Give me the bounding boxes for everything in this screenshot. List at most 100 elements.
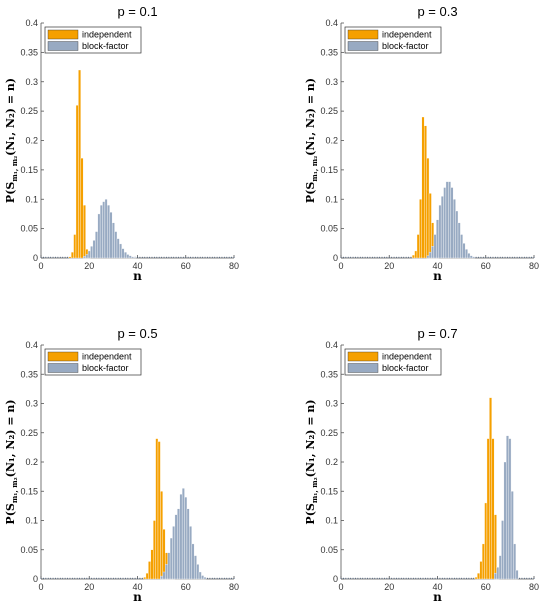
- bar-block-factor: [111, 222, 115, 259]
- baseline-marker: [340, 256, 342, 258]
- bar-block-factor: [181, 488, 185, 580]
- bar-independent: [150, 549, 154, 580]
- baseline-marker: [398, 256, 400, 258]
- baseline-marker: [122, 577, 124, 579]
- baseline-marker: [345, 256, 347, 258]
- baseline-marker: [386, 256, 388, 258]
- bar-block-factor: [201, 575, 205, 580]
- baseline-marker: [86, 577, 88, 579]
- baseline-marker: [180, 256, 182, 258]
- bar-independent: [424, 125, 427, 259]
- baseline-marker: [487, 256, 489, 258]
- bar-block-factor: [450, 187, 454, 259]
- x-axis-label: n: [433, 269, 442, 283]
- x-tick-label: 60: [181, 261, 191, 271]
- y-tick-label: 0.05: [320, 224, 338, 234]
- baseline-marker: [410, 256, 412, 258]
- bar-block-factor: [87, 250, 91, 259]
- y-axis-label-sub: m₁, m₂: [10, 156, 19, 182]
- bar-block-factor: [510, 491, 514, 580]
- bar-block-factor: [92, 240, 96, 259]
- y-tick-label: 0.35: [320, 47, 338, 57]
- baseline-marker: [347, 577, 349, 579]
- bar-block-factor: [506, 435, 509, 580]
- bar-block-factor: [462, 243, 466, 259]
- y-tick-label: 0.2: [25, 136, 38, 146]
- baseline-marker: [376, 256, 378, 258]
- baseline-marker: [64, 577, 66, 579]
- baseline-marker: [461, 577, 463, 579]
- baseline-marker: [417, 577, 419, 579]
- bar-block-factor: [194, 555, 197, 580]
- baseline-marker: [379, 256, 380, 258]
- bar-independent: [426, 157, 430, 259]
- y-axis-label: P(Sm₁, m₂(N₁, N₂) = n): [4, 399, 19, 524]
- baseline-marker: [76, 577, 78, 579]
- y-axis-label-sub: m₁, m₂: [310, 156, 319, 182]
- x-tick-label: 20: [384, 582, 394, 592]
- baseline-marker: [420, 577, 422, 579]
- x-tick-label: 60: [481, 582, 491, 592]
- bar-independent: [73, 234, 77, 259]
- bar-block-factor: [167, 552, 171, 580]
- baseline-marker: [376, 577, 378, 579]
- bar-block-factor: [515, 570, 519, 580]
- baseline-marker: [355, 256, 356, 258]
- baseline-marker: [40, 577, 42, 579]
- baseline-marker: [398, 577, 400, 579]
- baseline-marker: [195, 256, 196, 258]
- bar-block-factor: [133, 257, 137, 259]
- bar-block-factor: [189, 526, 192, 580]
- baseline-marker: [405, 577, 407, 579]
- baseline-marker: [511, 256, 513, 258]
- legend-label-block-factor: block-factor: [82, 363, 129, 373]
- baseline-marker: [408, 577, 409, 579]
- baseline-marker: [69, 577, 71, 579]
- x-tick-label: 80: [529, 261, 539, 271]
- baseline-marker: [153, 256, 155, 258]
- legend-label-block-factor: block-factor: [382, 363, 429, 373]
- baseline-marker: [219, 256, 220, 258]
- baseline-marker: [59, 256, 61, 258]
- baseline-marker: [79, 577, 80, 579]
- bar-block-factor: [508, 438, 512, 580]
- baseline-marker: [214, 256, 216, 258]
- baseline-marker: [482, 256, 484, 258]
- baseline-marker: [132, 577, 134, 579]
- bar-independent: [416, 234, 420, 259]
- baseline-marker: [192, 256, 194, 258]
- bar-block-factor: [184, 496, 188, 580]
- y-tick-label: 0.05: [20, 545, 38, 555]
- legend-swatch-block-factor: [347, 363, 379, 373]
- baseline-marker: [125, 577, 126, 579]
- baseline-marker: [166, 256, 167, 258]
- y-axis-label-main: P(S: [304, 503, 317, 524]
- baseline-marker: [485, 256, 487, 258]
- bar-independent: [494, 514, 497, 580]
- baseline-marker: [207, 256, 208, 258]
- baseline-marker: [175, 256, 177, 258]
- bar-block-factor: [119, 243, 122, 259]
- baseline-marker: [364, 256, 366, 258]
- baseline-marker: [98, 577, 100, 579]
- baseline-marker: [137, 577, 138, 579]
- bar-block-factor: [191, 543, 195, 580]
- baseline-marker: [347, 256, 349, 258]
- baseline-marker: [359, 256, 361, 258]
- baseline-marker: [470, 577, 472, 579]
- baseline-marker: [146, 256, 148, 258]
- bar-block-factor: [179, 493, 183, 580]
- baseline-marker: [110, 577, 112, 579]
- chart-panel-4: p = 0.7 0 0.05 0.1 0.15 0.2 0.25 0.3 0.35 0.4 0 20 4…: [304, 326, 539, 602]
- baseline-marker: [141, 256, 143, 258]
- baseline-marker: [388, 577, 390, 579]
- bar-independent: [145, 572, 149, 580]
- x-tick-label: 40: [132, 582, 142, 592]
- bar-block-factor: [186, 508, 190, 580]
- baseline-marker: [149, 256, 150, 258]
- baseline-marker: [499, 256, 501, 258]
- baseline-marker: [134, 577, 136, 579]
- y-axis-label-main: P(S: [4, 182, 17, 203]
- baseline-marker: [473, 577, 475, 579]
- baseline-marker: [187, 256, 189, 258]
